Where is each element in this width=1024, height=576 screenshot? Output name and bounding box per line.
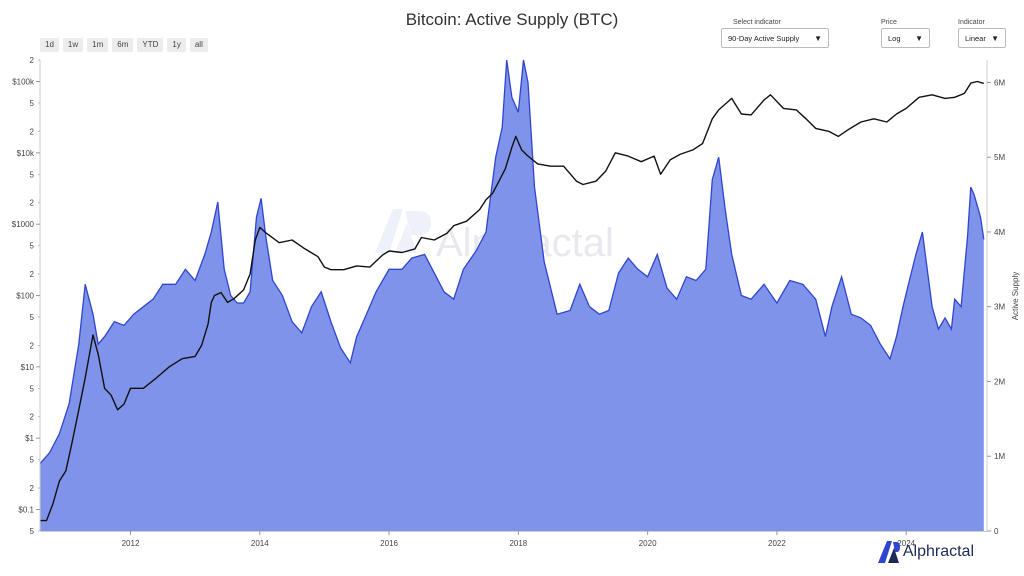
- range-button-all[interactable]: all: [189, 38, 208, 52]
- indicator-control: Select indicator 90-Day Active Supply ▼: [721, 19, 829, 48]
- left-axis: $100k $10k $1000 $100 $10 $1 $0.1 2 5 2 5 2 5 2 5 2 5 2 5 2…: [12, 56, 40, 536]
- x-tick-label: 2024: [897, 539, 915, 548]
- price-scale-select[interactable]: Log ▼: [881, 28, 930, 48]
- x-tick-label: 2020: [639, 539, 657, 548]
- left-minor-tick-label: 5: [30, 170, 35, 179]
- price-scale-control: Price Log ▼: [881, 19, 930, 48]
- left-tick-label: $1000: [12, 220, 35, 229]
- price-scale-label: Price: [881, 19, 897, 26]
- active-supply-line: [39, 59, 985, 465]
- right-tick-label: 0: [994, 527, 999, 536]
- left-tick-label: $100k: [12, 77, 35, 86]
- x-tick-label: 2018: [509, 539, 527, 548]
- brand-footer: Alphractal: [877, 541, 974, 563]
- x-tick-label: 2016: [380, 539, 398, 548]
- right-tick-label: 4M: [994, 228, 1005, 237]
- left-tick-label: $10: [21, 363, 35, 372]
- brand-name: Alphractal: [902, 543, 974, 560]
- active-supply-area: [40, 60, 984, 531]
- indicator-scale-select[interactable]: Linear ▼: [958, 28, 1006, 48]
- right-axis-title: Active Supply: [1011, 272, 1020, 320]
- left-minor-tick-label: 2: [30, 484, 35, 493]
- x-tick-label: 2012: [122, 539, 140, 548]
- indicator-select-value: 90-Day Active Supply: [728, 33, 800, 43]
- watermark-logo-icon: [375, 209, 431, 253]
- right-tick-label: 6M: [994, 78, 1005, 87]
- chevron-down-icon: ▼: [915, 33, 923, 43]
- chevron-down-icon: ▼: [814, 33, 822, 43]
- indicator-scale-value: Linear: [965, 33, 986, 43]
- left-minor-tick-label: 5: [30, 384, 35, 393]
- price-line: [40, 80, 984, 522]
- plot-area: Alphractal: [39, 59, 985, 531]
- indicator-select[interactable]: 90-Day Active Supply ▼: [721, 28, 829, 48]
- right-axis: 0 1M 2M 3M 4M 5M 6M: [987, 78, 1005, 536]
- range-selector: 1d 1w 1m 6m YTD 1y all: [40, 38, 208, 52]
- left-minor-tick-label: 2: [30, 56, 35, 65]
- alphractal-logo-icon: [877, 541, 900, 563]
- indicator-scale-control: Indicator Linear ▼: [958, 19, 1006, 48]
- price-scale-value: Log: [888, 33, 901, 43]
- range-button-1m[interactable]: 1m: [87, 38, 109, 52]
- left-tick-label: $0.1: [18, 506, 34, 515]
- x-tick-label: 2014: [251, 539, 269, 548]
- left-tick-label: $1: [25, 434, 34, 443]
- left-minor-tick-label: 2: [30, 270, 35, 279]
- indicator-select-label: Select indicator: [733, 19, 781, 26]
- left-minor-tick-label: 5: [30, 313, 35, 322]
- range-button-6m[interactable]: 6m: [112, 38, 134, 52]
- right-tick-label: 5M: [994, 153, 1005, 162]
- left-tick-label: $100: [16, 292, 34, 301]
- left-minor-tick-label: 2: [30, 341, 35, 350]
- range-button-1w[interactable]: 1w: [62, 38, 84, 52]
- left-minor-tick-label: 5: [30, 456, 35, 465]
- left-minor-tick-label: 2: [30, 127, 35, 136]
- range-button-1d[interactable]: 1d: [40, 38, 59, 52]
- indicator-scale-label: Indicator: [958, 19, 985, 26]
- left-minor-tick-label: 5: [30, 242, 35, 251]
- x-tick-label: 2022: [768, 539, 786, 548]
- right-tick-label: 2M: [994, 377, 1005, 386]
- range-button-ytd[interactable]: YTD: [137, 38, 164, 52]
- range-button-1y[interactable]: 1y: [167, 38, 186, 52]
- chevron-down-icon: ▼: [991, 33, 999, 43]
- left-minor-tick-label: 2: [30, 413, 35, 422]
- right-tick-label: 1M: [994, 452, 1005, 461]
- left-minor-tick-label: 2: [30, 199, 35, 208]
- left-tick-label: $10k: [17, 149, 35, 158]
- left-minor-tick-label: 5: [30, 99, 35, 108]
- chart-title: Bitcoin: Active Supply (BTC): [405, 10, 619, 29]
- right-tick-label: 3M: [994, 303, 1005, 312]
- left-minor-tick-label: 5: [30, 527, 35, 536]
- x-axis: 2012 2014 2016 2018 2020 2022 2024: [122, 531, 916, 548]
